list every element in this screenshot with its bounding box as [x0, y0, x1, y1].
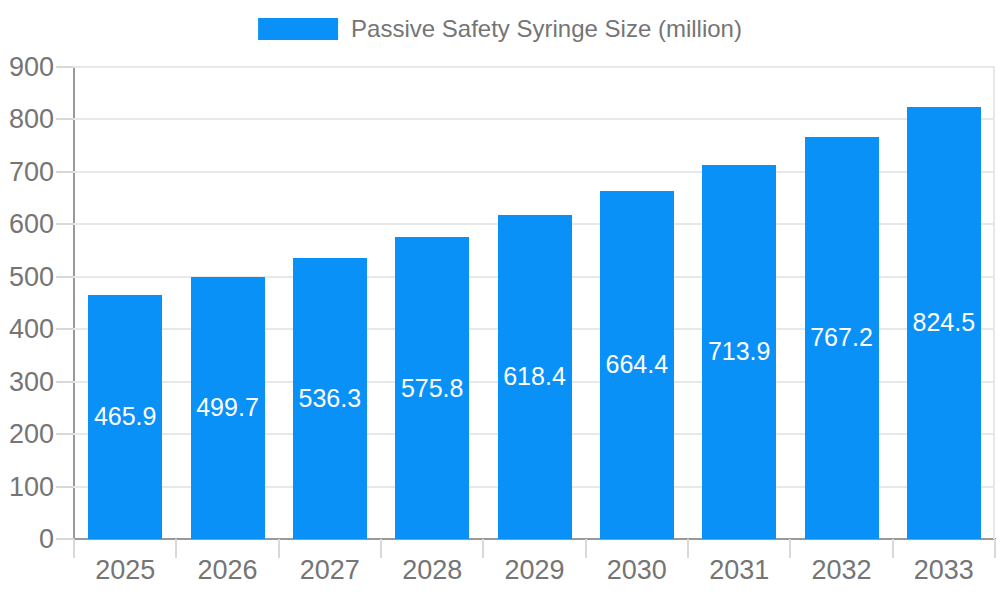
- bar: 499.7: [191, 277, 265, 539]
- bar-value-label: 465.9: [94, 402, 157, 431]
- x-tick-label: 2030: [586, 555, 688, 585]
- y-tick-label: 500: [0, 262, 54, 292]
- legend-swatch: [258, 18, 338, 40]
- y-tick: [56, 328, 74, 330]
- y-tick-label: 600: [0, 209, 54, 239]
- x-tick-label: 2032: [790, 555, 892, 585]
- bar-value-label: 618.4: [503, 362, 566, 391]
- x-tick-label: 2026: [176, 555, 278, 585]
- bar: 713.9: [702, 165, 776, 539]
- y-tick: [56, 381, 74, 383]
- y-tick: [56, 118, 74, 120]
- bar-value-label: 664.4: [606, 350, 669, 379]
- bar-value-label: 767.2: [810, 323, 873, 352]
- y-tick-label: 700: [0, 157, 54, 187]
- x-tick-label: 2033: [893, 555, 995, 585]
- legend: Passive Safety Syringe Size (million): [258, 15, 742, 43]
- y-tick-label: 300: [0, 367, 54, 397]
- y-tick: [56, 66, 74, 68]
- y-tick: [56, 276, 74, 278]
- bar-value-label: 713.9: [708, 337, 771, 366]
- y-tick: [56, 486, 74, 488]
- x-tick-label: 2031: [688, 555, 790, 585]
- gridline: [74, 66, 995, 68]
- y-tick: [56, 171, 74, 173]
- y-tick-label: 800: [0, 104, 54, 134]
- legend-label: Passive Safety Syringe Size (million): [351, 15, 742, 43]
- bar: 575.8: [395, 237, 469, 539]
- y-tick-label: 200: [0, 419, 54, 449]
- y-tick-label: 100: [0, 472, 54, 502]
- bar-value-label: 499.7: [196, 393, 259, 422]
- bar: 618.4: [498, 215, 572, 539]
- x-tick-label: 2027: [279, 555, 381, 585]
- bar: 536.3: [293, 258, 367, 539]
- bar-value-label: 575.8: [401, 374, 464, 403]
- x-tick-label: 2025: [74, 555, 176, 585]
- y-tick: [56, 223, 74, 225]
- bar: 824.5: [907, 107, 981, 539]
- y-tick-label: 0: [0, 524, 54, 554]
- bar: 767.2: [805, 137, 879, 539]
- x-tick-label: 2029: [483, 555, 585, 585]
- bar-chart: Passive Safety Syringe Size (million) 46…: [0, 0, 1000, 600]
- gridline-right-edge: [993, 67, 995, 539]
- y-tick-label: 400: [0, 314, 54, 344]
- plot-area: 465.9 499.7 536.3 575.8 618.4 664.4 713.9 767.2…: [74, 67, 995, 539]
- y-tick: [56, 433, 74, 435]
- y-tick-label: 900: [0, 52, 54, 82]
- x-tick-label: 2028: [381, 555, 483, 585]
- bar: 465.9: [88, 295, 162, 539]
- bar-value-label: 824.5: [913, 308, 976, 337]
- gridline: [74, 118, 995, 120]
- y-tick: [56, 538, 74, 540]
- bar-value-label: 536.3: [299, 384, 362, 413]
- bar: 664.4: [600, 191, 674, 539]
